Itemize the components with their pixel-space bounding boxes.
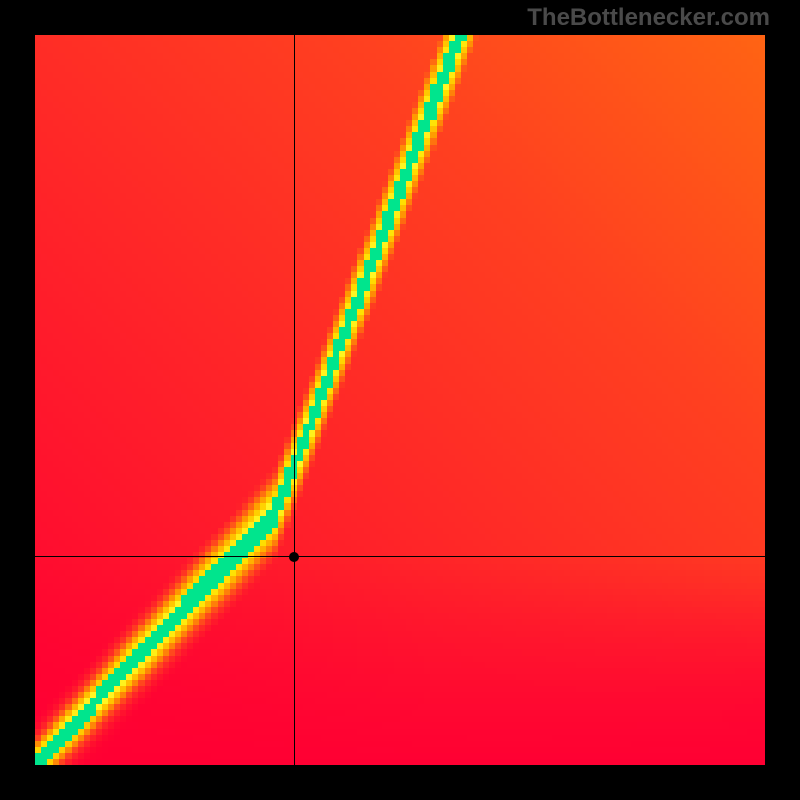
- crosshair-horizontal: [35, 556, 765, 557]
- bottleneck-heatmap: [35, 35, 765, 765]
- chart-container: TheBottlenecker.com: [0, 0, 800, 800]
- watermark-text: TheBottlenecker.com: [527, 4, 770, 32]
- crosshair-vertical: [294, 35, 295, 765]
